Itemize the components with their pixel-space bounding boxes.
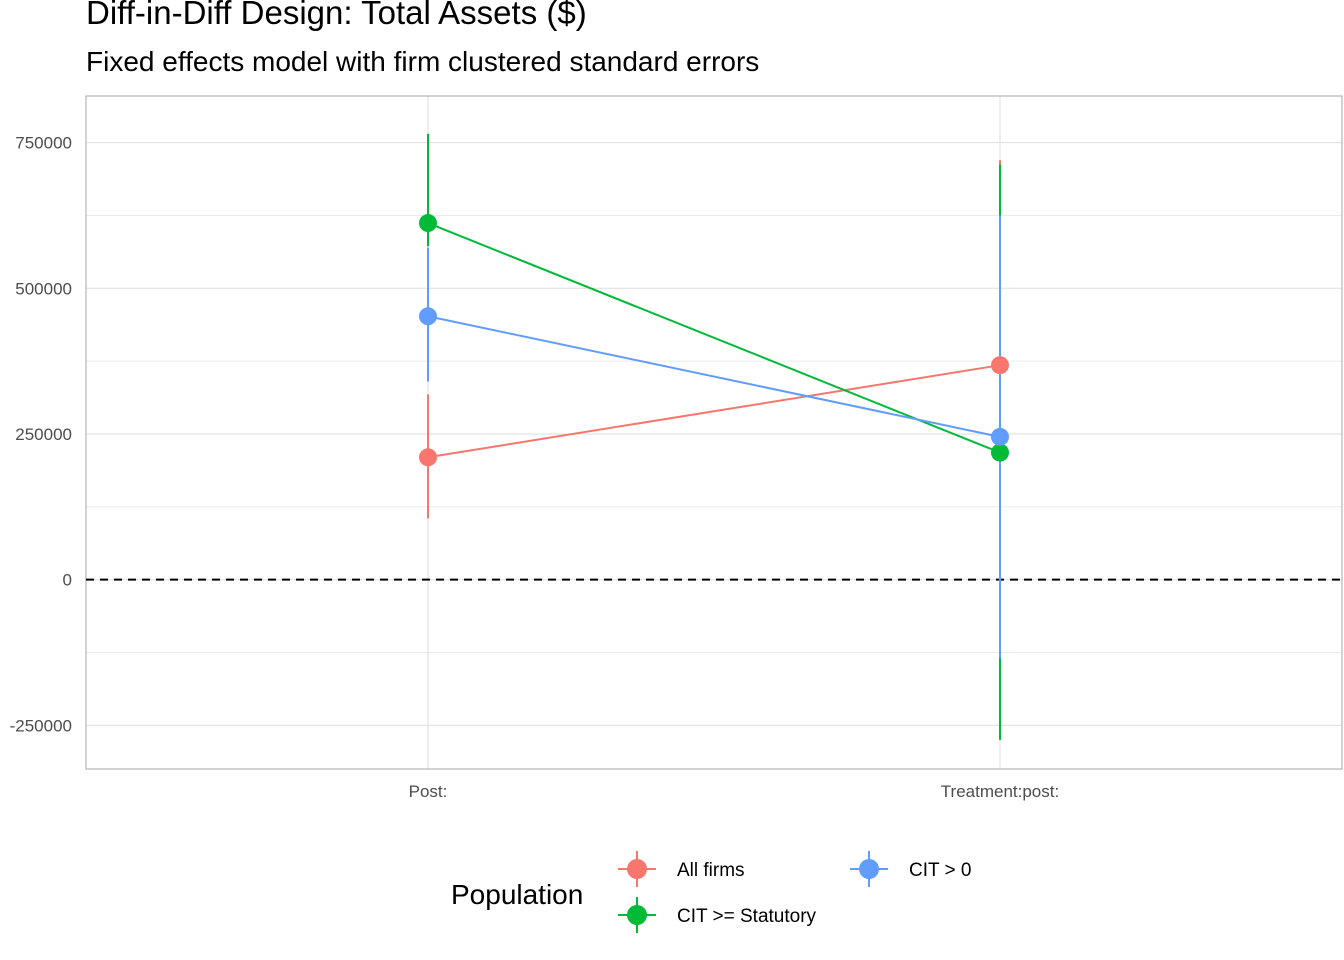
data-point <box>991 443 1009 462</box>
legend: Population All firms CIT >= Statutory CIT >… <box>451 851 971 933</box>
x-tick-label: Post: <box>409 782 448 801</box>
x-tick-label: Treatment:post: <box>941 782 1059 801</box>
y-tick-label: 500000 <box>15 279 72 298</box>
legend-item: CIT > 0 <box>850 851 971 887</box>
legend-item: CIT >= Statutory <box>618 897 817 933</box>
data-point <box>419 214 437 233</box>
chart-subtitle: Fixed effects model with firm clustered … <box>86 46 760 77</box>
legend-label: CIT >= Statutory <box>677 906 817 927</box>
legend-label: CIT > 0 <box>909 860 971 881</box>
plot-panel <box>86 96 1342 769</box>
data-point <box>419 307 437 326</box>
legend-title: Population <box>451 879 583 910</box>
y-tick-label: 250000 <box>15 425 72 444</box>
series-line <box>427 315 1001 438</box>
chart-title: Diff-in-Diff Design: Total Assets ($) <box>86 0 587 31</box>
series-line <box>427 364 1001 459</box>
legend-key-point <box>859 859 879 879</box>
data-point <box>419 448 437 467</box>
data-point <box>991 356 1009 375</box>
y-tick-label: -250000 <box>10 716 72 735</box>
plot-border <box>85 95 1343 770</box>
legend-label: All firms <box>677 860 745 881</box>
series-line <box>427 222 1001 454</box>
data-point <box>991 427 1009 446</box>
y-tick-label: 0 <box>63 571 72 590</box>
legend-key-point <box>627 859 647 879</box>
legend-key-point <box>627 905 647 925</box>
legend-item: All firms <box>618 851 745 887</box>
y-tick-label: 750000 <box>15 134 72 153</box>
